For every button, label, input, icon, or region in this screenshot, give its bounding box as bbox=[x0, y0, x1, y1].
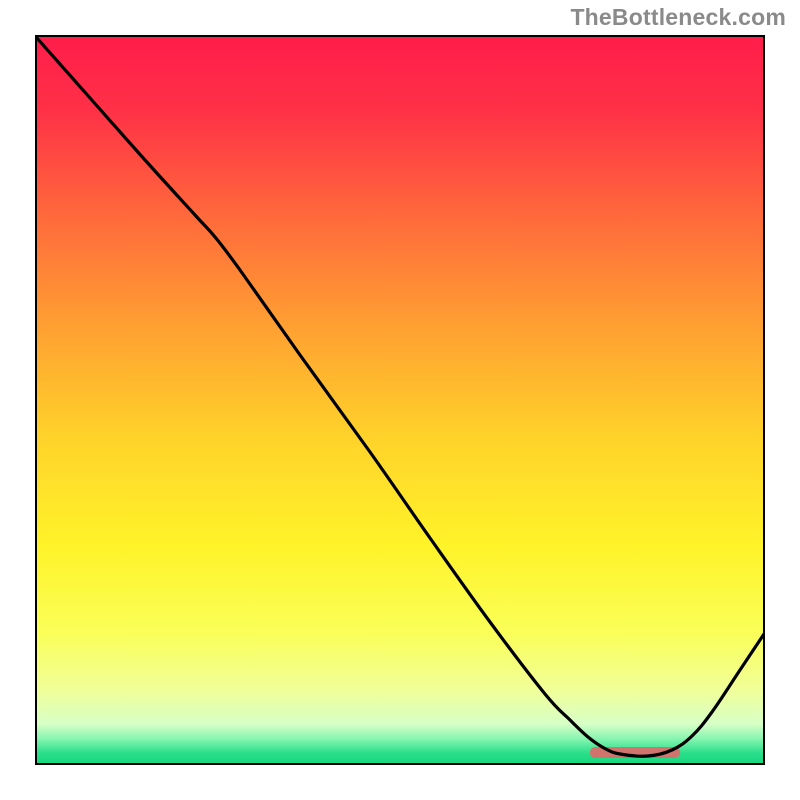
bottleneck-curve-chart bbox=[0, 0, 800, 800]
gradient-background bbox=[36, 36, 764, 764]
plot-area bbox=[36, 36, 764, 764]
watermark-text: TheBottleneck.com bbox=[570, 4, 786, 31]
